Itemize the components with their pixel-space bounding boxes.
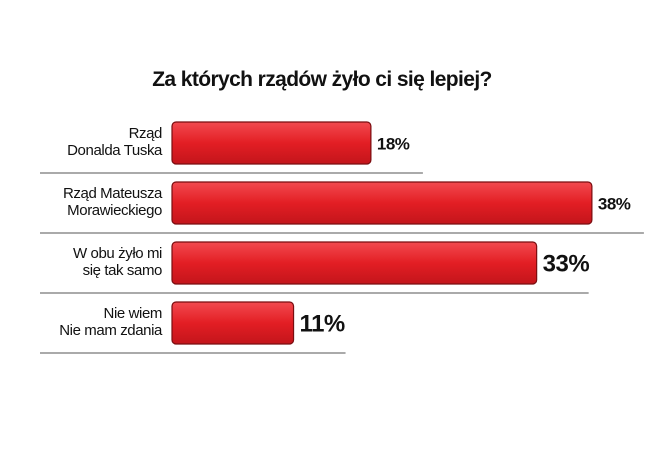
value-label: 38% xyxy=(598,194,631,213)
bar xyxy=(171,301,295,345)
bar xyxy=(171,241,538,285)
value-label: 33% xyxy=(543,250,590,277)
value-label: 11% xyxy=(300,310,345,337)
category-label: Nie wiem Nie mam zdania xyxy=(59,305,162,339)
bar xyxy=(171,121,372,165)
bar xyxy=(171,181,593,225)
category-label: Rząd Mateusza Morawieckiego xyxy=(62,185,162,219)
category-label: Rząd Donalda Tuska xyxy=(67,125,162,159)
chart-title: Za których rządów żyło ci się lepiej? xyxy=(152,68,492,91)
category-label: W obu żyło mi się tak samo xyxy=(73,245,162,279)
value-label: 18% xyxy=(377,134,410,153)
